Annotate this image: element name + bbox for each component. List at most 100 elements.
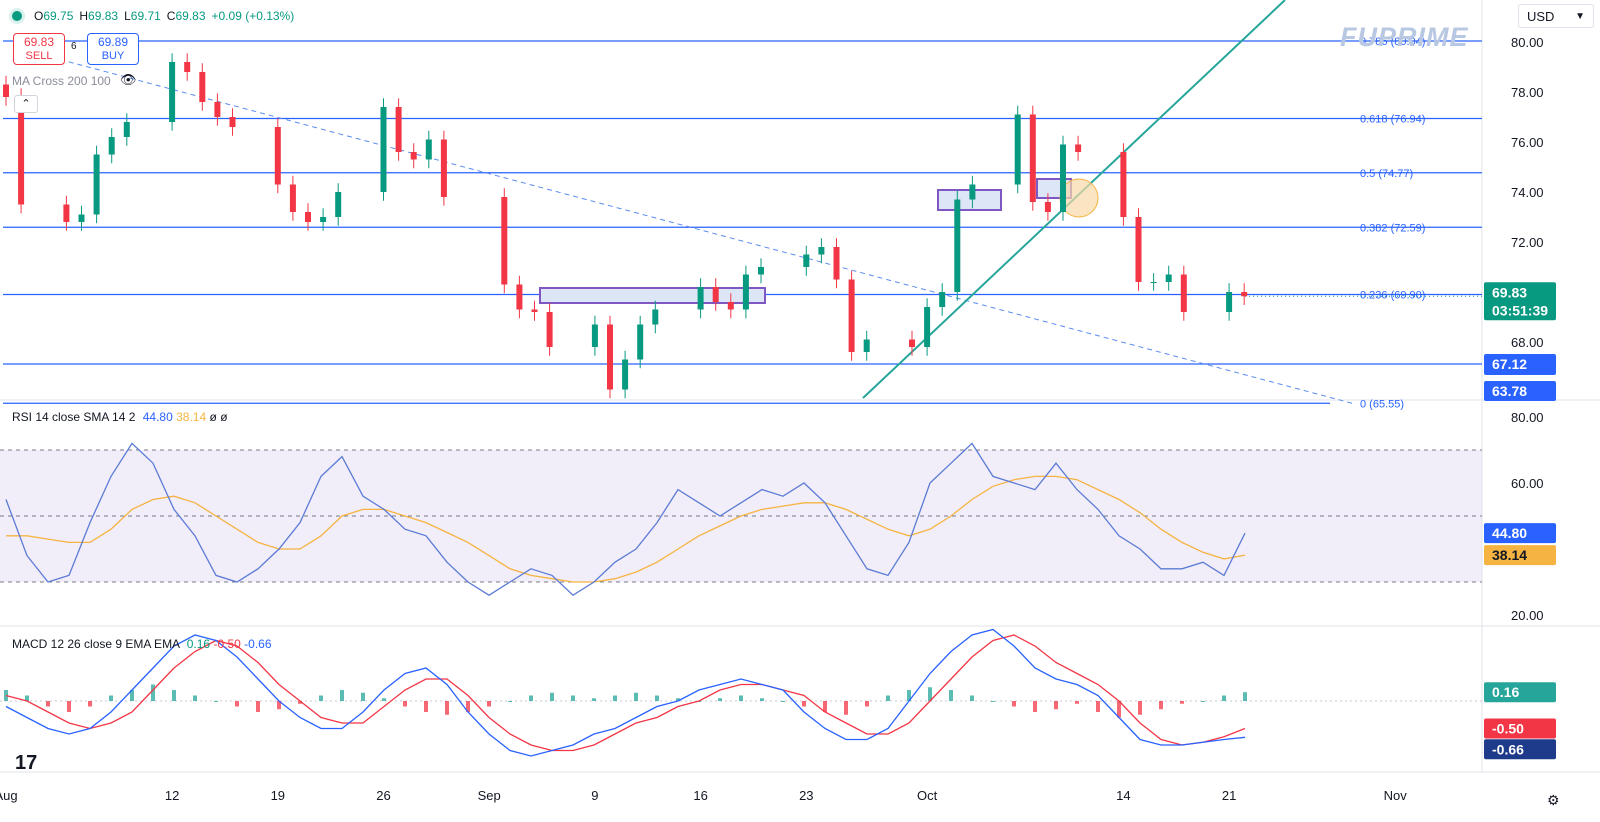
macd-histogram-bar: [1075, 701, 1079, 704]
settings-gear-icon[interactable]: ⚙: [1547, 792, 1560, 808]
macd-histogram-bar: [1243, 692, 1247, 701]
macd-histogram-bar: [25, 695, 29, 701]
macd-histogram-bar: [655, 695, 659, 701]
rsi-sma-tag-text: 38.14: [1492, 547, 1527, 563]
time-axis-label: 9: [591, 788, 598, 803]
time-axis-label: 16: [693, 788, 707, 803]
macd-histogram-bar: [1012, 701, 1016, 707]
candle: [440, 139, 447, 197]
candle: [395, 107, 402, 152]
macd-histogram-bar: [718, 698, 722, 701]
macd-line-tag-text: -0.66: [1492, 741, 1524, 757]
macd-histogram-bar: [46, 701, 50, 707]
macd-histogram-bar: [1222, 695, 1226, 701]
rsi-na-2: ø: [220, 410, 228, 424]
fib-level-label: 0.786 (80.04): [1360, 36, 1425, 48]
hide-indicator-eye-icon[interactable]: 👁: [120, 72, 137, 87]
candle: [229, 117, 236, 127]
ohlc-legend: O69.75 H69.83 L69.71 C69.83 +0.09 (+0.13…: [12, 9, 294, 23]
candle: [637, 324, 644, 360]
candle: [274, 127, 281, 185]
tradingview-logo-icon[interactable]: 17: [15, 752, 38, 774]
macd-signal-tag-text: -0.50: [1492, 721, 1524, 737]
candle: [742, 274, 749, 310]
macd-histogram-bar: [403, 701, 407, 707]
price-tick-label: 80.00: [1511, 35, 1544, 50]
macd-histogram-bar: [172, 690, 176, 701]
ohlc-low: L69.71: [124, 9, 161, 23]
ma-cross-legend[interactable]: MA Cross 200 100: [12, 74, 111, 88]
candle: [1029, 114, 1036, 202]
macd-histogram-bar: [550, 692, 554, 701]
macd-histogram-bar: [592, 698, 596, 701]
last-price-tag-text: 69.83: [1492, 284, 1527, 300]
macd-histogram-bar: [487, 701, 491, 707]
macd-histogram-bar: [130, 690, 134, 701]
time-axis-label: 23: [799, 788, 813, 803]
candle: [939, 292, 946, 307]
rsi-tick-label: 60.00: [1511, 476, 1544, 491]
macd-histogram-bar: [151, 684, 155, 701]
buy-button[interactable]: 69.89 BUY: [87, 33, 139, 65]
macd-histogram-bar: [1159, 701, 1163, 710]
fib-level-label: 0.236 (69.90): [1360, 290, 1425, 302]
macd-histogram-bar: [844, 701, 848, 715]
fib-level-label: 0 (65.55): [1360, 398, 1404, 410]
support-price-tag-text: 67.12: [1492, 356, 1527, 372]
price-tick-label: 76.00: [1511, 135, 1544, 150]
candle: [833, 247, 840, 280]
low-price-tag: [1484, 381, 1556, 401]
candle: [305, 212, 311, 222]
macd-histogram-bar: [1138, 701, 1142, 715]
macd-histogram-bar: [361, 692, 365, 701]
candle: [1241, 292, 1248, 297]
macd-hist-value: 0.16: [186, 637, 211, 651]
macd-histogram-bar: [1117, 701, 1121, 718]
macd-legend[interactable]: MACD 12 26 close 9 EMA EMA 0.16 -0.50 -0…: [12, 637, 272, 651]
last-price-tag: [1484, 282, 1556, 321]
fib-level-label: 0.618 (76.94): [1360, 114, 1425, 126]
macd-histogram-bar: [823, 701, 827, 712]
candle: [591, 324, 598, 347]
currency-selector[interactable]: USD ▼: [1518, 4, 1594, 28]
ohlc-open: O69.75: [34, 9, 74, 23]
macd-histogram-bar: [781, 701, 785, 702]
candle: [697, 287, 704, 310]
macd-histogram-bar: [319, 695, 323, 701]
candle: [727, 302, 734, 310]
rsi-legend[interactable]: RSI 14 close SMA 14 2 44.80 38.14 ø ø: [12, 410, 228, 424]
candle: [909, 339, 915, 347]
macd-histogram-bar: [424, 701, 428, 712]
macd-histogram-bar: [277, 701, 281, 710]
candle: [803, 254, 810, 267]
candle: [712, 287, 719, 302]
candle: [169, 62, 176, 122]
candle: [652, 309, 659, 325]
chevron-down-icon: ▼: [1575, 11, 1585, 22]
macd-line: [5, 628, 1246, 757]
collapse-legend-chevron-up-icon[interactable]: ⌃: [14, 95, 38, 113]
rsi-tick-label: 80.00: [1511, 410, 1544, 425]
macd-histogram-bar: [907, 690, 911, 701]
ohlc-close: C69.83: [166, 9, 206, 23]
macd-histogram-bar: [1033, 701, 1037, 712]
candle: [1226, 292, 1233, 312]
macd-histogram-bar: [235, 701, 239, 707]
macd-histogram-bar: [1180, 701, 1184, 704]
fib-level-label: 0.382 (72.59): [1360, 222, 1425, 234]
candle: [123, 122, 130, 137]
rsi-sma-line: [6, 475, 1246, 583]
candle: [63, 204, 70, 222]
macd-histogram-bar: [571, 695, 575, 701]
candle: [335, 192, 342, 217]
macd-histogram-bar: [1096, 701, 1100, 712]
candle: [108, 137, 115, 155]
candle: [546, 312, 553, 347]
candle: [3, 84, 9, 97]
candle: [199, 72, 206, 102]
sell-button[interactable]: 69.83 SELL: [13, 33, 65, 65]
candle: [1135, 217, 1142, 282]
fib-level-label: 0.5 (74.77): [1360, 168, 1413, 180]
macd-histogram-bar: [760, 698, 764, 701]
